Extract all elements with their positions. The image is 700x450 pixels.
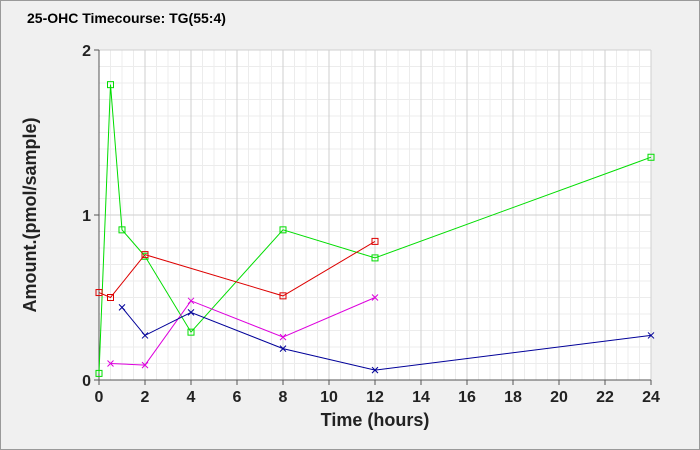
x-tick-label: 14 [412,389,430,406]
series-1 [95,237,379,301]
data-point [187,308,195,316]
series-line [121,307,652,371]
data-point [107,360,114,367]
x-tick-label: 0 [95,389,104,406]
series-2 [107,294,379,369]
x-tick-label: 8 [279,389,288,406]
data-point [371,237,379,245]
data-point [279,333,287,341]
data-point [118,226,126,234]
data-point [279,292,287,300]
chart-title: 25-OHC Timecourse: TG(55:4) [27,10,226,26]
data-point [141,251,149,259]
data-point [647,332,655,339]
x-tick-label: 18 [504,389,522,406]
x-tick-label: 6 [233,389,242,406]
data-point [371,254,379,262]
data-point [107,81,114,89]
y-tick-label: 2 [82,43,91,60]
x-tick-label: 22 [596,389,614,406]
y-axis-title: Amount.(pmol/sample) [20,117,40,312]
y-tick-label: 1 [82,208,91,225]
series-layer [95,81,655,377]
data-point [141,332,149,339]
data-point [187,297,195,305]
data-point [371,294,379,301]
data-point [279,345,287,353]
x-tick-label: 24 [642,389,660,406]
data-point [647,153,655,161]
x-tick-label: 12 [366,389,384,406]
x-tick-label: 10 [320,389,338,406]
series-0 [95,81,655,377]
series-3 [118,304,655,374]
data-point [107,294,114,301]
data-point [371,366,379,374]
y-tick-label: 0 [82,373,91,390]
x-tick-label: 20 [550,389,568,406]
data-point [279,226,287,234]
x-tick-label: 4 [187,389,196,406]
series-line [98,84,652,374]
data-point [118,304,126,311]
x-tick-label: 16 [458,389,476,406]
data-point [187,328,195,336]
x-axis-title: Time (hours) [321,410,430,430]
series-line [98,240,376,299]
data-point [95,289,103,297]
x-tick-label: 2 [141,389,150,406]
data-point [141,361,149,369]
data-point [95,369,103,377]
